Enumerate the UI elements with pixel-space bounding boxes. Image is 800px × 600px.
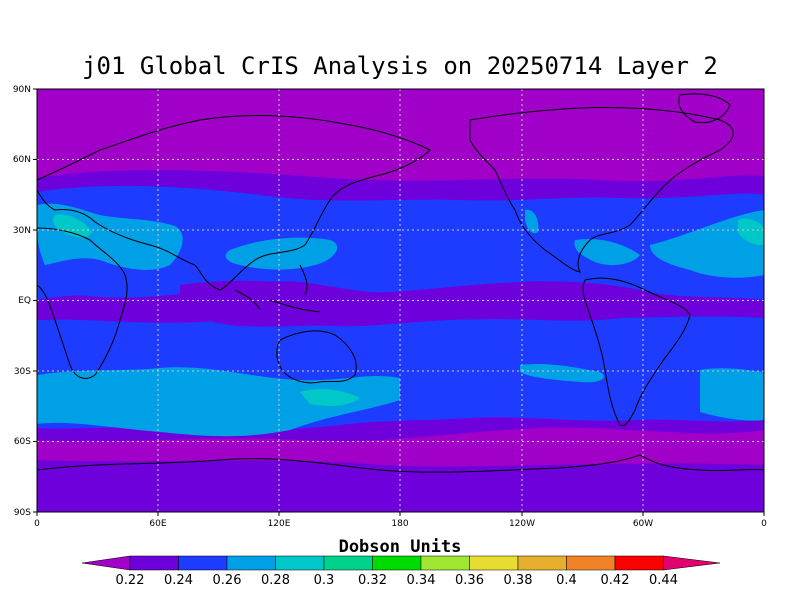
coast-australia <box>276 330 357 384</box>
colorbar-segment <box>275 555 325 571</box>
coast-north-america <box>469 107 734 273</box>
colorbar-label: 0.4 <box>556 573 577 588</box>
colorbar-segment <box>178 555 228 571</box>
coast-antarctica <box>37 454 764 473</box>
colorbar-label: 0.32 <box>358 573 387 588</box>
coast-south-america <box>582 277 691 427</box>
coast-se-asia <box>234 264 321 313</box>
field-pacific-cyan <box>525 209 539 234</box>
colorbar-label: 0.34 <box>407 573 436 588</box>
colorbar-segment <box>323 555 373 571</box>
colorbar-arrow-high <box>663 555 721 571</box>
lat-label-30n: 30N <box>13 226 31 236</box>
colorbar-label: 0.3 <box>314 573 335 588</box>
coast-africa <box>37 227 128 379</box>
colorbar-label: 0.28 <box>261 573 290 588</box>
lon-label-120w: 120W <box>509 519 535 529</box>
map-title: j01 Global CrIS Analysis on 20250714 Lay… <box>82 52 718 80</box>
colorbar-arrow-low <box>81 555 131 571</box>
field-africa-teal <box>53 214 92 238</box>
lat-label-60s: 60S <box>14 437 31 447</box>
colorbar: 0.22 0.24 0.26 0.28 0.3 0.32 0.34 0.36 0.38 0.4 0.… <box>81 555 721 588</box>
colorbar-label: 0.38 <box>504 573 533 588</box>
colorbar-segment <box>226 555 276 571</box>
field-caribbean-cyan <box>574 238 640 266</box>
field-south-cyan-band <box>37 367 400 437</box>
colorbar-label: 0.22 <box>116 573 145 588</box>
colorbar-segment <box>129 555 179 571</box>
graticule <box>37 89 764 512</box>
colorbar-label: 0.42 <box>601 573 630 588</box>
lat-label-90s: 90S <box>14 508 31 518</box>
colorbar-segment <box>614 555 664 571</box>
colorbar-label: 0.44 <box>649 573 678 588</box>
axis-ticks <box>33 88 765 516</box>
lat-label-60n: 60N <box>13 155 31 165</box>
field-zone-north-blue <box>37 185 764 300</box>
colorbar-title: Dobson Units <box>339 537 462 557</box>
coast-europe-asia <box>37 114 431 291</box>
lon-label-0-right: 0 <box>761 519 767 529</box>
coast-greenland <box>678 93 731 124</box>
colorbar-segment <box>566 555 616 571</box>
lat-label-eq: EQ <box>18 296 31 306</box>
field-south-cyan-patch <box>520 363 604 383</box>
lon-label-60e: 60E <box>149 519 166 529</box>
colorbar-segment <box>517 555 567 571</box>
field-atlantic-teal <box>738 218 764 246</box>
colorbar-segment <box>469 555 519 571</box>
lat-label-90n: 90N <box>13 85 31 95</box>
field-equatorial-purple <box>180 280 664 327</box>
field-south-teal <box>300 389 360 406</box>
coastlines <box>37 93 764 473</box>
field-atlantic-cyan <box>650 210 764 278</box>
colorbar-segment <box>372 555 422 571</box>
lat-label-30s: 30S <box>14 367 31 377</box>
colorbar-label: 0.36 <box>455 573 484 588</box>
lon-label-60w: 60W <box>633 519 653 529</box>
colorbar-label: 0.26 <box>213 573 242 588</box>
colorbar-segment <box>420 555 470 571</box>
lon-label-180: 180 <box>391 519 408 529</box>
colorbar-label: 0.24 <box>164 573 193 588</box>
field-south-cyan-band-east <box>700 368 764 421</box>
lon-label-0-left: 0 <box>34 519 40 529</box>
lon-label-120e: 120E <box>268 519 291 529</box>
